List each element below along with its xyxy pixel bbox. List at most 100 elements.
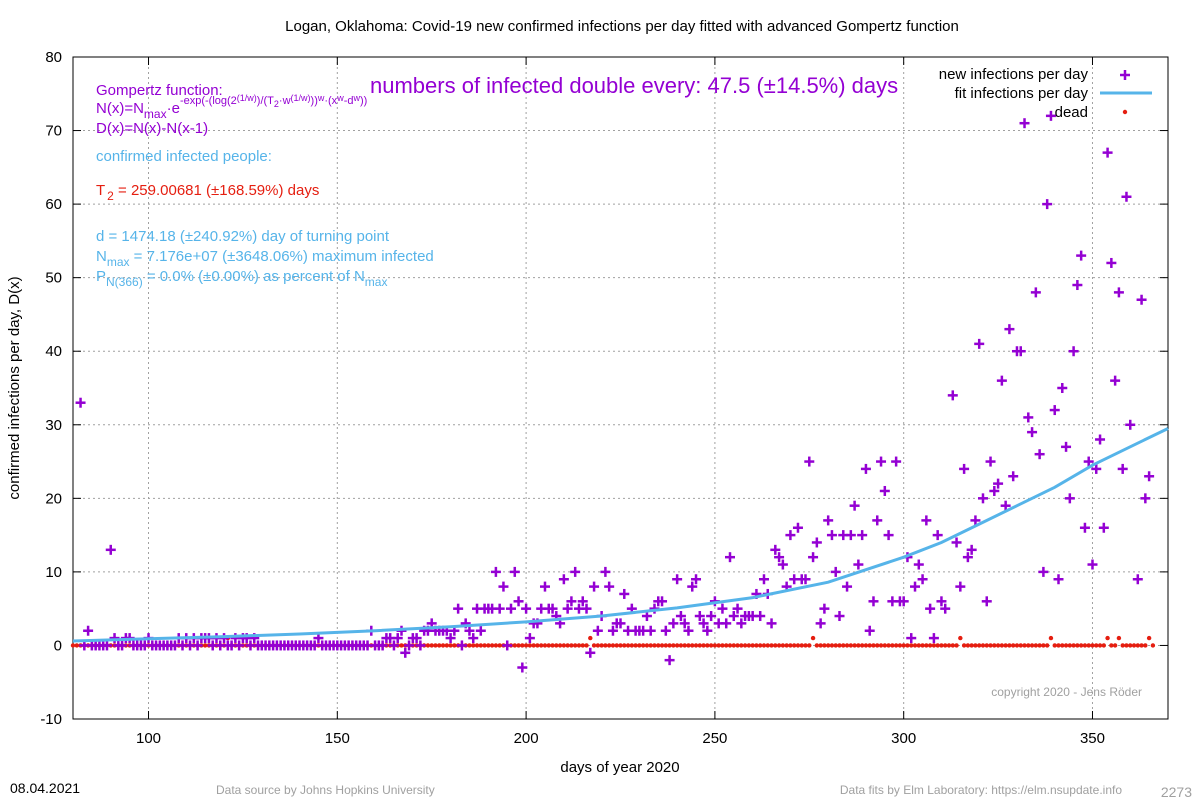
- infection-point: [985, 456, 996, 467]
- infection-point: [1034, 449, 1045, 460]
- infection-point: [996, 375, 1007, 386]
- dead-point: [1029, 643, 1035, 648]
- dead-point: [1109, 643, 1114, 648]
- dead-point: [859, 643, 865, 648]
- infection-point: [1042, 199, 1053, 210]
- dead-point: [663, 643, 669, 648]
- dead-point: [471, 643, 476, 648]
- dead-point: [810, 635, 816, 641]
- infection-point: [539, 581, 550, 592]
- dead-point: [1010, 643, 1016, 648]
- infection-point: [928, 633, 939, 644]
- dead-point: [467, 643, 472, 648]
- footer-fits: Data fits by Elm Laboratory: https://elm…: [840, 783, 1122, 797]
- dead-point: [799, 643, 804, 648]
- dead-point: [776, 643, 782, 648]
- nx-exp-sup1: (1/w): [237, 93, 257, 103]
- dead-point: [516, 643, 521, 648]
- footer-id: 2273: [1161, 784, 1192, 800]
- dead-point: [1075, 643, 1080, 648]
- infection-point: [811, 537, 822, 548]
- infection-point: [1064, 493, 1075, 504]
- dead-point: [674, 643, 680, 648]
- dead-point: [561, 643, 567, 648]
- dead-point: [576, 643, 582, 648]
- dead-point: [486, 643, 491, 648]
- dead-point: [890, 643, 895, 648]
- p-prefix: P: [96, 268, 106, 285]
- dead-point: [1101, 643, 1107, 648]
- dead-point: [1067, 643, 1073, 648]
- infection-point: [808, 552, 819, 563]
- y-tick-label: 70: [45, 123, 62, 140]
- footer-date: 08.04.2021: [10, 780, 80, 796]
- infection-point: [819, 603, 830, 614]
- t2-value: = 259.00681 (±168.59%) days: [114, 182, 319, 199]
- p-sub2: max: [365, 275, 388, 289]
- dead-point: [640, 643, 646, 648]
- infection-point: [1098, 522, 1109, 533]
- infection-point: [1087, 559, 1098, 570]
- dead-point: [648, 643, 653, 648]
- infection-point: [879, 485, 890, 496]
- infection-point: [604, 581, 615, 592]
- dead-point: [1044, 643, 1050, 648]
- dead-point: [1143, 643, 1148, 648]
- t2-prefix: T: [96, 182, 105, 199]
- infection-point: [600, 566, 611, 577]
- infection-point: [585, 647, 596, 658]
- t2-sub: 2: [107, 189, 114, 203]
- infection-point: [513, 596, 524, 607]
- dead-point: [731, 643, 736, 648]
- dead-point: [935, 643, 940, 648]
- infection-point: [962, 552, 973, 563]
- infection-point: [823, 515, 834, 526]
- infection-point: [940, 603, 951, 614]
- dead-point: [999, 643, 1005, 648]
- nx-exp-w3: w: [352, 93, 360, 103]
- dead-point: [550, 643, 555, 648]
- infection-point: [792, 522, 803, 533]
- dead-point: [697, 643, 702, 648]
- infection-point: [494, 603, 505, 614]
- dead-point: [893, 643, 899, 648]
- infection-point: [657, 596, 668, 607]
- dead-point: [701, 643, 706, 648]
- dead-point: [1056, 643, 1061, 648]
- infection-point: [1140, 493, 1151, 504]
- y-tick-label: 0: [54, 637, 62, 654]
- infection-point: [849, 500, 860, 511]
- dead-point: [958, 635, 963, 641]
- dead-point: [429, 643, 434, 648]
- dead-point: [557, 643, 563, 648]
- p-sub: N(366): [106, 275, 143, 289]
- infection-point: [766, 618, 777, 629]
- nx-main: N(x)=N: [96, 100, 144, 117]
- dead-point: [622, 643, 627, 648]
- infection-point: [664, 655, 675, 666]
- infection-point: [845, 530, 856, 541]
- dead-point: [690, 643, 695, 648]
- infection-point: [1110, 375, 1121, 386]
- infection-point: [800, 574, 811, 585]
- dead-point: [765, 643, 770, 648]
- nx-exp-mid2: ·w: [279, 95, 291, 107]
- dead-point: [1146, 635, 1152, 641]
- infection-point: [830, 566, 841, 577]
- dead-point: [742, 643, 748, 648]
- dead-point: [829, 643, 835, 648]
- legend-fit-label: fit infections per day: [955, 85, 1089, 102]
- infection-point: [774, 552, 785, 563]
- nmax-line: Nmax = 7.176e+07 (±3648.06%) maximum inf…: [96, 248, 434, 269]
- confirmed-label: confirmed infected people:: [96, 148, 272, 165]
- infection-point: [456, 640, 467, 651]
- dead-point: [614, 643, 619, 648]
- infection-point: [445, 633, 456, 644]
- dead-point: [440, 643, 446, 648]
- infection-point: [468, 633, 479, 644]
- infection-point: [675, 611, 686, 622]
- infection-point: [105, 544, 116, 555]
- infection-point: [109, 633, 120, 644]
- infection-point: [672, 574, 683, 585]
- p-line: PN(366) = 0.0% (±0.00%) as percent of Nm…: [96, 268, 387, 289]
